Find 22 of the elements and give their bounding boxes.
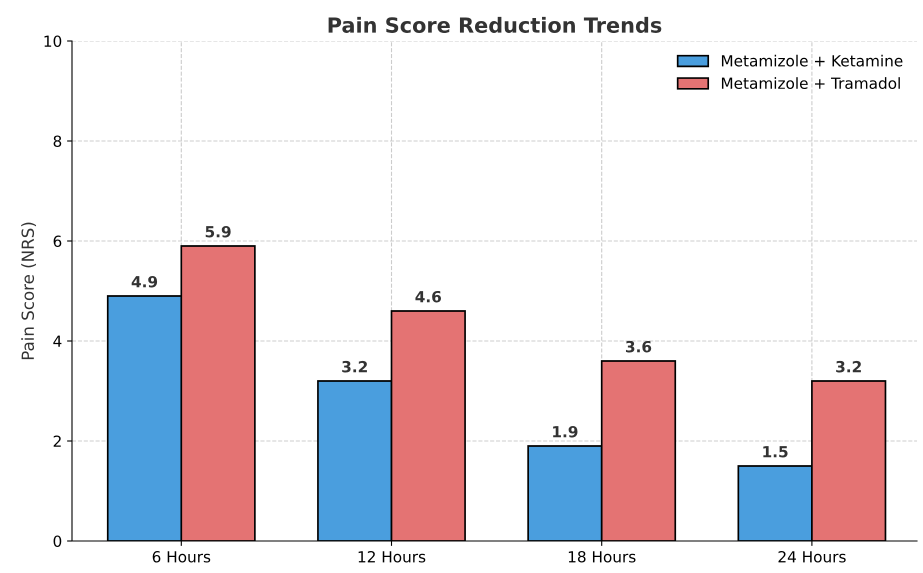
y-tick-label: 0 <box>54 535 62 548</box>
y-tick-label: 4 <box>53 336 62 347</box>
legend-label: Metamizole + Ketamine <box>722 54 902 67</box>
y-axis-title: Pain Score (NRS) <box>21 222 36 360</box>
data-label: 4.9 <box>132 276 158 288</box>
x-tick-label: 12 Hours <box>358 550 426 563</box>
data-label: 1.9 <box>553 426 578 438</box>
data-label: 5.9 <box>206 226 231 238</box>
x-tick-label: 18 Hours <box>568 550 636 563</box>
x-tick-label: 6 Hours <box>152 550 210 563</box>
y-tick-label: 10 <box>44 35 62 48</box>
data-label: 3.6 <box>626 340 652 352</box>
chart-title: Pain Score Reduction Trends <box>328 16 662 33</box>
data-label: 3.2 <box>836 360 861 372</box>
data-label: 3.2 <box>342 360 367 372</box>
x-tick-label: 24 Hours <box>778 550 846 563</box>
data-label: 1.5 <box>763 446 788 458</box>
y-tick-label: 2 <box>54 435 61 447</box>
y-tick-label: 6 <box>54 235 62 248</box>
legend-label: Metamizole + Tramadol <box>722 77 900 89</box>
y-tick-label: 8 <box>54 135 62 148</box>
data-label: 4.6 <box>415 290 441 302</box>
